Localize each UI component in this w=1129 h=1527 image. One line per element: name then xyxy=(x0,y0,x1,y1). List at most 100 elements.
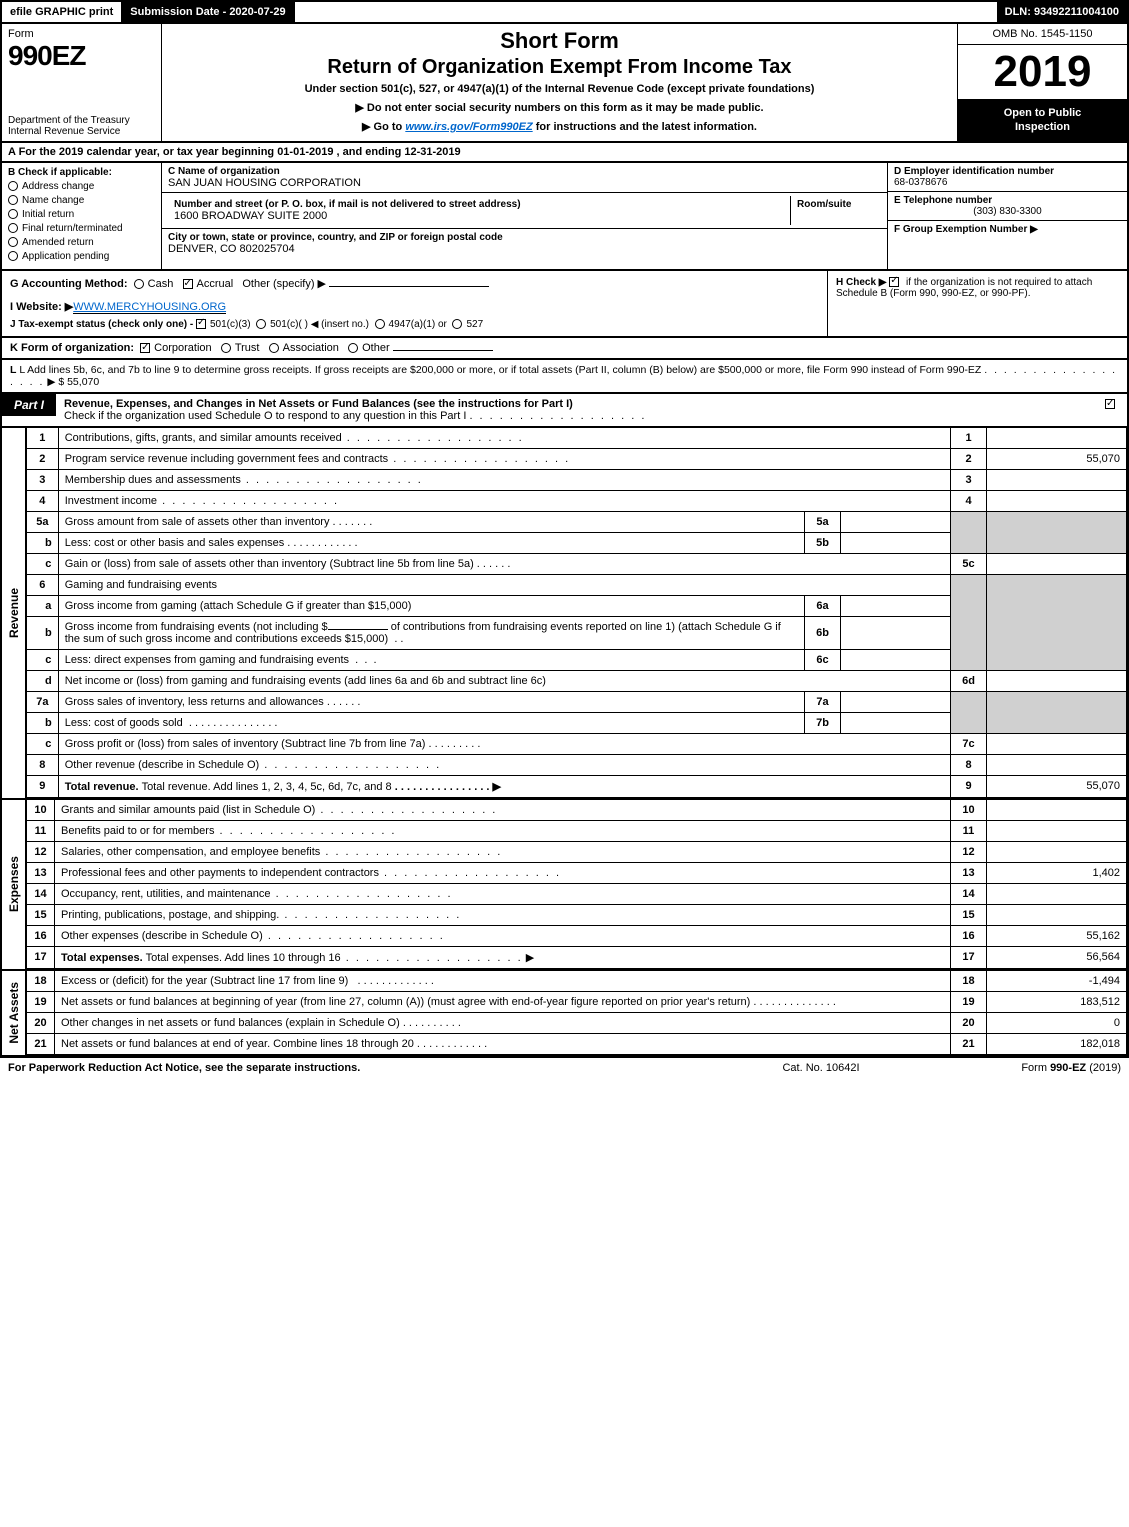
h-check: H Check ▶ if the organization is not req… xyxy=(827,271,1127,336)
chk-amended-return[interactable] xyxy=(8,237,18,247)
dln: DLN: 93492211004100 xyxy=(997,2,1127,22)
header-left: Form 990EZ Department of the Treasury In… xyxy=(2,24,162,141)
chk-h[interactable] xyxy=(889,277,899,287)
line-15: 15Printing, publications, postage, and s… xyxy=(27,904,1127,925)
chk-initial-return[interactable] xyxy=(8,209,18,219)
revenue-section: Revenue 1Contributions, gifts, grants, a… xyxy=(0,428,1129,800)
city-label: City or town, state or province, country… xyxy=(168,232,503,243)
ein-label: D Employer identification number xyxy=(894,166,1054,177)
line-11: 11Benefits paid to or for members11 xyxy=(27,820,1127,841)
chk-other-org[interactable] xyxy=(348,343,358,353)
footer-center: Cat. No. 10642I xyxy=(721,1062,921,1074)
street-value: 1600 BROADWAY SUITE 2000 xyxy=(174,210,327,222)
g-accounting: G Accounting Method: Cash Accrual Other … xyxy=(10,277,819,290)
subtitle: Under section 501(c), 527, or 4947(a)(1)… xyxy=(172,83,947,95)
header-right: OMB No. 1545-1150 2019 Open to PublicIns… xyxy=(957,24,1127,141)
header-center: Short Form Return of Organization Exempt… xyxy=(162,24,957,141)
c-label: C Name of organization xyxy=(168,166,280,177)
submission-date: Submission Date - 2020-07-29 xyxy=(122,2,294,22)
website-link[interactable]: WWW.MERCYHOUSING.ORG xyxy=(73,301,226,314)
chk-final-return[interactable] xyxy=(8,223,18,233)
revenue-label: Revenue xyxy=(7,588,21,638)
line-16: 16Other expenses (describe in Schedule O… xyxy=(27,925,1127,946)
line-6: 6Gaming and fundraising events xyxy=(27,574,1127,595)
room-label: Room/suite xyxy=(797,199,851,210)
title-return: Return of Organization Exempt From Incom… xyxy=(172,56,947,79)
chk-schedule-o[interactable] xyxy=(1105,399,1115,409)
footer-right: Form 990-EZ (2019) xyxy=(921,1062,1121,1074)
col-c: C Name of organization SAN JUAN HOUSING … xyxy=(162,163,887,269)
line-18: 18Excess or (deficit) for the year (Subt… xyxy=(27,971,1127,992)
section-bcdef: B Check if applicable: Address change Na… xyxy=(0,163,1129,271)
title-short-form: Short Form xyxy=(172,28,947,54)
line-8: 8Other revenue (describe in Schedule O)8 xyxy=(27,754,1127,775)
line-3: 3Membership dues and assessments3 xyxy=(27,469,1127,490)
line-21: 21Net assets or fund balances at end of … xyxy=(27,1033,1127,1054)
chk-accrual[interactable] xyxy=(183,279,193,289)
org-name: SAN JUAN HOUSING CORPORATION xyxy=(168,177,361,189)
irs-link[interactable]: www.irs.gov/Form990EZ xyxy=(405,121,532,133)
net-assets-section: Net Assets 18Excess or (deficit) for the… xyxy=(0,971,1129,1057)
footer: For Paperwork Reduction Act Notice, see … xyxy=(0,1057,1129,1078)
row-ghij: G Accounting Method: Cash Accrual Other … xyxy=(0,271,1129,338)
chk-application-pending[interactable] xyxy=(8,251,18,261)
chk-501c3[interactable] xyxy=(196,319,206,329)
i-website: I Website: ▶WWW.MERCYHOUSING.ORG xyxy=(10,300,819,313)
tax-year: 2019 xyxy=(958,45,1127,100)
city-value: DENVER, CO 802025704 xyxy=(168,243,295,255)
line-12: 12Salaries, other compensation, and empl… xyxy=(27,841,1127,862)
omb-number: OMB No. 1545-1150 xyxy=(958,24,1127,45)
chk-501c[interactable] xyxy=(256,319,266,329)
line-4: 4Investment income4 xyxy=(27,490,1127,511)
line-6d: dNet income or (loss) from gaming and fu… xyxy=(27,670,1127,691)
form-word: Form xyxy=(8,28,155,40)
chk-trust[interactable] xyxy=(221,343,231,353)
line-20: 20Other changes in net assets or fund ba… xyxy=(27,1012,1127,1033)
form-header: Form 990EZ Department of the Treasury In… xyxy=(0,24,1129,143)
col-d: D Employer identification number 68-0378… xyxy=(887,163,1127,269)
chk-address-change[interactable] xyxy=(8,181,18,191)
form-number: 990EZ xyxy=(8,40,155,72)
expenses-section: Expenses 10Grants and similar amounts pa… xyxy=(0,800,1129,971)
part1-header: Part I Revenue, Expenses, and Changes in… xyxy=(0,394,1129,428)
line-2: 2Program service revenue including gover… xyxy=(27,448,1127,469)
efile-print[interactable]: efile GRAPHIC print xyxy=(2,2,122,22)
line-7a: 7aGross sales of inventory, less returns… xyxy=(27,691,1127,712)
expenses-table: 10Grants and similar amounts paid (list … xyxy=(26,800,1127,969)
revenue-table: 1Contributions, gifts, grants, and simil… xyxy=(26,428,1127,798)
chk-corporation[interactable] xyxy=(140,343,150,353)
l-amount: ▶ $ 55,070 xyxy=(47,376,99,388)
open-to-public: Open to PublicInspection xyxy=(958,100,1127,141)
line-7c: cGross profit or (loss) from sales of in… xyxy=(27,733,1127,754)
chk-association[interactable] xyxy=(269,343,279,353)
phone-label: E Telephone number xyxy=(894,195,992,206)
note-ssn: ▶ Do not enter social security numbers o… xyxy=(172,101,947,114)
line-19: 19Net assets or fund balances at beginni… xyxy=(27,991,1127,1012)
line-5a: 5aGross amount from sale of assets other… xyxy=(27,511,1127,532)
chk-527[interactable] xyxy=(452,319,462,329)
line-14: 14Occupancy, rent, utilities, and mainte… xyxy=(27,883,1127,904)
j-tax-exempt: J Tax-exempt status (check only one) - 5… xyxy=(10,319,819,330)
line-13: 13Professional fees and other payments t… xyxy=(27,862,1127,883)
phone-value: (303) 830-3300 xyxy=(894,206,1121,217)
line-17: 17Total expenses. Total expenses. Add li… xyxy=(27,946,1127,968)
line-10: 10Grants and similar amounts paid (list … xyxy=(27,800,1127,821)
chk-4947[interactable] xyxy=(375,319,385,329)
net-assets-label: Net Assets xyxy=(7,982,21,1044)
department: Department of the Treasury Internal Reve… xyxy=(8,115,155,137)
topbar: efile GRAPHIC print Submission Date - 20… xyxy=(0,0,1129,24)
chk-cash[interactable] xyxy=(134,279,144,289)
col-b-checks: B Check if applicable: Address change Na… xyxy=(2,163,162,269)
row-a-tax-year: A For the 2019 calendar year, or tax yea… xyxy=(0,143,1129,163)
line-5c: cGain or (loss) from sale of assets othe… xyxy=(27,553,1127,574)
expenses-label: Expenses xyxy=(7,856,21,912)
chk-name-change[interactable] xyxy=(8,195,18,205)
street-label: Number and street (or P. O. box, if mail… xyxy=(174,199,521,210)
line-9: 9Total revenue. Total revenue. Add lines… xyxy=(27,775,1127,797)
line-1: 1Contributions, gifts, grants, and simil… xyxy=(27,428,1127,449)
note-goto: ▶ Go to www.irs.gov/Form990EZ for instru… xyxy=(172,120,947,133)
ein-value: 68-0378676 xyxy=(894,177,947,188)
part1-title: Revenue, Expenses, and Changes in Net As… xyxy=(56,394,1097,426)
group-exemption-label: F Group Exemption Number ▶ xyxy=(894,224,1038,235)
net-assets-table: 18Excess or (deficit) for the year (Subt… xyxy=(26,971,1127,1055)
